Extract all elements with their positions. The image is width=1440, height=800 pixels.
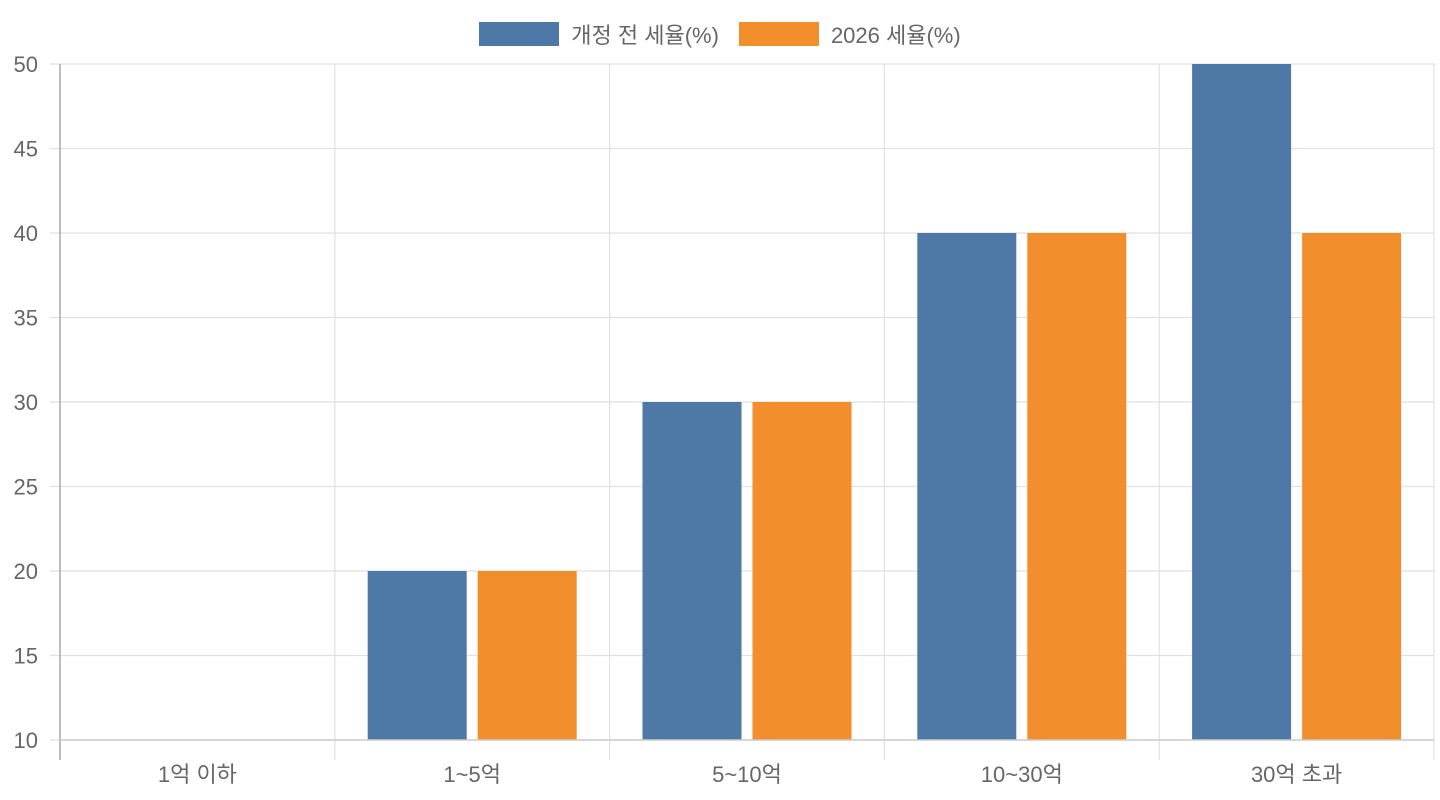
legend-swatch	[738, 22, 819, 46]
y-tick-label: 35	[14, 306, 38, 331]
legend-label: 개정 전 세율(%)	[571, 23, 719, 48]
legend-item[interactable]: 2026 세율(%)	[738, 18, 961, 50]
y-tick-label: 45	[14, 137, 38, 162]
y-tick-label: 40	[14, 221, 38, 246]
bar[interactable]	[642, 402, 742, 740]
bar[interactable]	[1192, 64, 1292, 740]
legend-label: 2026 세율(%)	[830, 23, 961, 48]
bar[interactable]	[752, 402, 852, 740]
y-tick-label: 30	[14, 390, 38, 415]
y-tick-label: 15	[14, 644, 38, 669]
x-tick-label: 30억 초과	[1251, 762, 1342, 787]
legend-swatch	[479, 22, 560, 46]
bar[interactable]	[917, 233, 1017, 740]
bar[interactable]	[367, 571, 467, 740]
x-tick-label: 1억 이하	[158, 762, 237, 787]
bar[interactable]	[1027, 233, 1127, 740]
bar[interactable]	[1302, 233, 1402, 740]
chart-legend: 개정 전 세율(%) 2026 세율(%)	[0, 18, 1440, 50]
bar[interactable]	[477, 571, 577, 740]
y-tick-label: 20	[14, 559, 38, 584]
y-tick-label: 10	[14, 728, 38, 753]
x-tick-label: 1~5억	[443, 762, 501, 787]
y-tick-label: 25	[14, 475, 38, 500]
x-tick-label: 10~30억	[981, 762, 1063, 787]
y-tick-label: 50	[14, 52, 38, 77]
x-tick-label: 5~10억	[712, 762, 782, 787]
legend-item[interactable]: 개정 전 세율(%)	[479, 18, 719, 50]
